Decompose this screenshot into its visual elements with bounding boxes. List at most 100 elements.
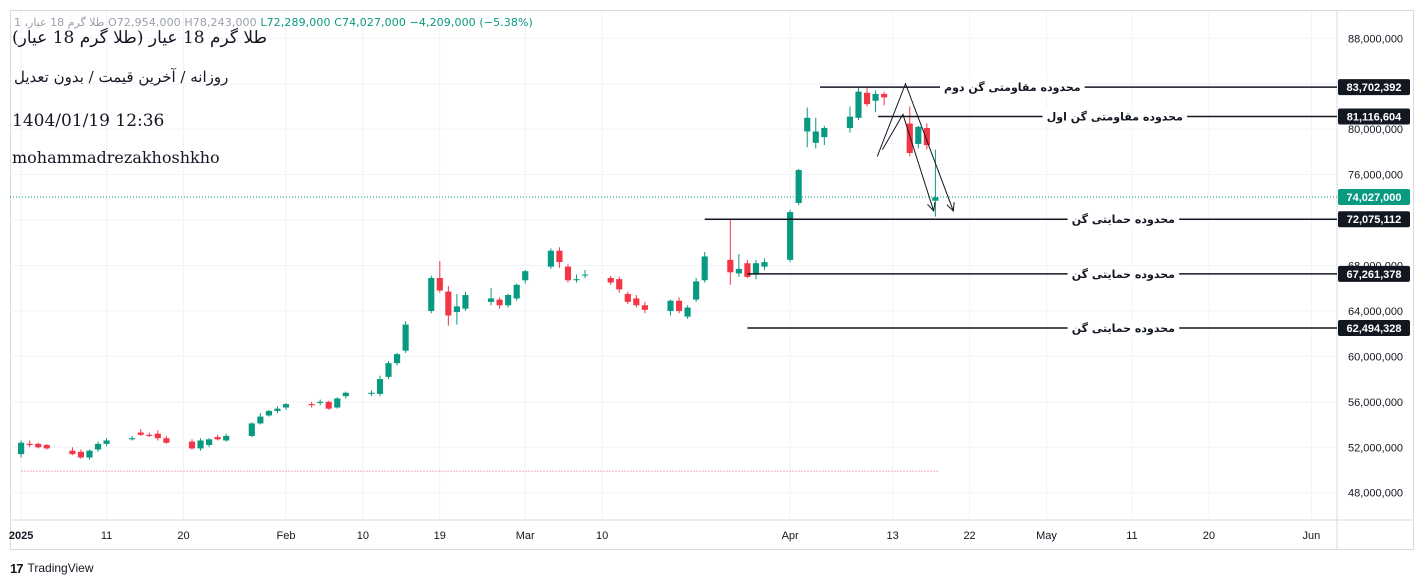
candle-body	[573, 279, 580, 281]
last-price-tag-label: 74,027,000	[1346, 192, 1401, 204]
candle-body	[428, 277, 435, 311]
chart-subtitle: روزانه / آخرین قیمت / بدون تعدیل	[14, 68, 229, 86]
x-tick-label: Feb	[277, 530, 296, 542]
change-value: −4,209,000 (−5.38%)	[409, 16, 533, 29]
candle-body	[453, 306, 460, 313]
candle-body	[522, 271, 529, 281]
gann-label-bg	[1067, 211, 1180, 228]
candle-body	[342, 392, 349, 397]
candle-body	[735, 268, 742, 274]
price-tag-label: 72,075,112	[1347, 214, 1401, 226]
candle-body	[385, 363, 392, 377]
candle-body	[308, 404, 315, 406]
candle-body	[505, 295, 512, 306]
candle-body	[376, 379, 384, 394]
x-tick-label: 20	[1203, 530, 1215, 542]
candle-body	[752, 263, 760, 275]
candle-body	[513, 284, 520, 299]
high-value: H78,243,000	[184, 16, 257, 29]
candle-body	[701, 256, 708, 281]
gann-label-bg	[1042, 108, 1188, 125]
gann-label-bg	[939, 79, 1085, 96]
candle-body	[188, 441, 196, 449]
author-name: mohammadrezakhoshkho	[12, 148, 220, 167]
candle-body	[693, 281, 700, 300]
gann-arrow-head	[927, 201, 936, 213]
footer-brand[interactable]: 17 TradingView	[10, 559, 94, 577]
candle-body	[436, 277, 443, 291]
candle-body	[257, 416, 264, 424]
y-tick-label: 48,000,000	[1348, 488, 1403, 500]
tradingview-logo-icon: 17	[10, 560, 24, 576]
candle-body	[795, 170, 802, 204]
candle-body	[727, 259, 734, 273]
candle-body	[43, 445, 50, 449]
candle-body	[932, 197, 939, 201]
candle-body	[206, 439, 213, 446]
candle-body	[667, 300, 674, 311]
candle-body	[872, 93, 879, 101]
price-tag-label: 83,702,392	[1346, 82, 1401, 94]
candle-body	[274, 408, 281, 411]
candle-body	[915, 126, 922, 144]
ohlc-header: 1 ،طلا گرم 18 عیار O72,954,000 H78,243,0…	[14, 16, 533, 29]
gann-level-label: محدوده حمایتی گن	[1072, 268, 1175, 281]
candle-body	[855, 91, 862, 118]
candle-body	[821, 128, 828, 138]
candle-body	[616, 279, 623, 290]
candle-body	[35, 443, 42, 448]
y-tick-label: 60,000,000	[1348, 351, 1403, 363]
chart-frame	[10, 10, 1414, 550]
candle-body	[624, 293, 631, 302]
candle-body	[146, 434, 153, 436]
candle-body	[906, 123, 913, 154]
candle-body	[881, 93, 888, 98]
candle-body	[684, 307, 691, 317]
candle-body	[325, 401, 332, 409]
y-tick-label: 52,000,000	[1348, 442, 1403, 454]
candle-body	[787, 212, 794, 260]
candle-body	[248, 423, 255, 436]
x-tick-label: Jun	[1302, 530, 1320, 542]
x-tick-label: 22	[963, 530, 975, 542]
candle-body	[282, 404, 290, 408]
gann-label-bg	[1067, 320, 1180, 337]
y-tick-label: 88,000,000	[1348, 33, 1403, 45]
candle-body	[86, 450, 93, 458]
gann-level-label: محدوده حمایتی گن	[1072, 322, 1175, 335]
price-tag-label: 81,116,604	[1347, 111, 1402, 123]
price-tag-bg	[1338, 108, 1410, 125]
price-tag-label: 67,261,378	[1346, 269, 1401, 281]
chart-title: طلا گرم 18 عیار (طلا گرم 18 عیار)	[12, 28, 268, 48]
candle-body	[129, 438, 136, 440]
candle-body	[163, 438, 170, 443]
candle-body	[26, 443, 33, 446]
gann-arrow-path	[876, 82, 954, 212]
candle-body	[547, 250, 554, 267]
candle-body	[761, 262, 768, 267]
gann-level-label: محدوده حمایتی گن	[1072, 213, 1175, 226]
x-tick-label: Mar	[516, 530, 535, 542]
candle-body	[317, 401, 324, 403]
y-tick-label: 80,000,000	[1348, 124, 1403, 136]
x-tick-label: Apr	[782, 530, 799, 542]
candle-body	[846, 116, 854, 129]
candle-body	[812, 131, 819, 143]
gann-arrow-head	[946, 201, 955, 213]
x-tick-label: May	[1036, 530, 1057, 542]
candle-body	[744, 263, 751, 277]
x-tick-label: 20	[177, 530, 189, 542]
candle-body	[368, 392, 375, 394]
x-tick-label: 19	[434, 530, 446, 542]
price-tag-bg	[1338, 211, 1410, 228]
candle-body	[223, 435, 230, 441]
candle-body	[103, 440, 110, 444]
x-tick-label: 10	[596, 530, 608, 542]
candle-body	[265, 410, 272, 416]
open-value: O72,954,000	[108, 16, 181, 29]
gann-label-bg	[1067, 265, 1180, 282]
y-tick-label: 56,000,000	[1348, 397, 1403, 409]
candle-body	[94, 443, 102, 450]
candle-body	[137, 432, 144, 435]
